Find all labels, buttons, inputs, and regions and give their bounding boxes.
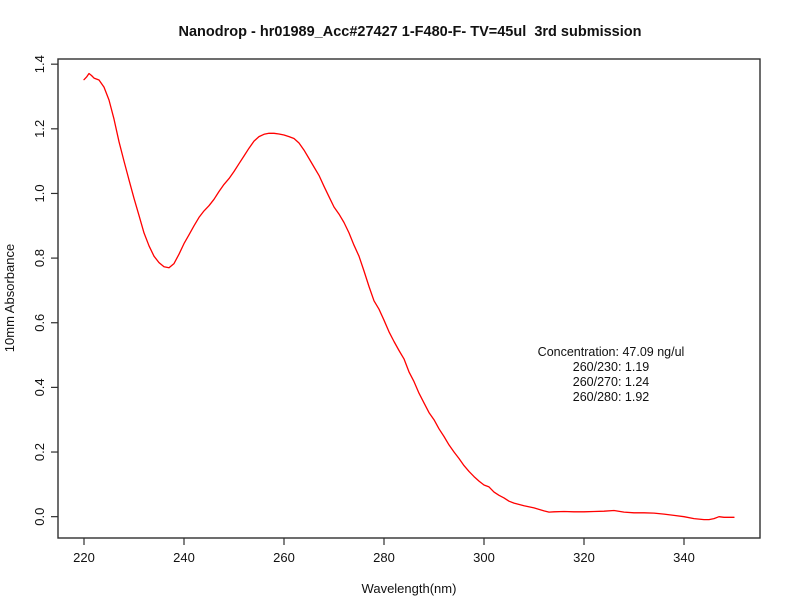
x-tick-label: 260	[273, 550, 295, 565]
x-axis-title: Wavelength(nm)	[362, 581, 457, 596]
y-tick-label: 1.0	[32, 184, 47, 202]
annotation-ratio-260-230: 260/230: 1.19	[573, 360, 650, 374]
x-axis: 220 240 260 280 300 320 340	[73, 538, 695, 565]
x-tick-label: 280	[373, 550, 395, 565]
x-tick-label: 320	[573, 550, 595, 565]
y-tick-label: 1.2	[32, 120, 47, 138]
annotation-block: Concentration: 47.09 ng/ul 260/230: 1.19…	[538, 345, 685, 404]
x-tick-label: 300	[473, 550, 495, 565]
y-tick-label: 0.8	[32, 249, 47, 267]
y-axis: 0.0 0.2 0.4 0.6 0.8 1.0 1.2 1.4	[32, 55, 58, 526]
annotation-ratio-260-270: 260/270: 1.24	[573, 375, 650, 389]
annotation-ratio-260-280: 260/280: 1.92	[573, 390, 650, 404]
chart-title: Nanodrop - hr01989_Acc#27427 1-F480-F- T…	[179, 24, 642, 40]
annotation-concentration: Concentration: 47.09 ng/ul	[538, 345, 685, 359]
y-tick-label: 0.6	[32, 314, 47, 332]
y-tick-label: 1.4	[32, 55, 47, 73]
x-tick-label: 240	[173, 550, 195, 565]
y-tick-label: 0.4	[32, 378, 47, 396]
spectrum-curve	[83, 72, 735, 521]
x-tick-label: 220	[73, 550, 95, 565]
plot-area-border	[57, 58, 761, 539]
y-tick-label: 0.0	[32, 508, 47, 526]
y-tick-label: 0.2	[32, 443, 47, 461]
y-axis-title: 10mm Absorbance	[2, 244, 17, 352]
x-tick-label: 340	[673, 550, 695, 565]
